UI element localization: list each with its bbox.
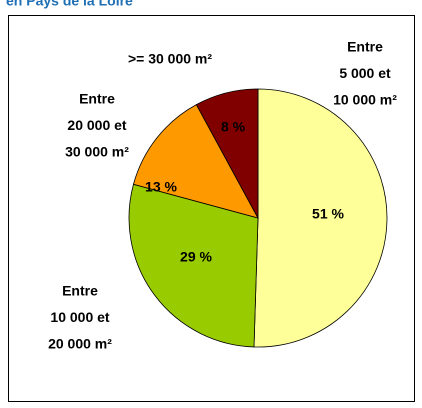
category-label: Entre bbox=[79, 91, 115, 107]
category-label: 20 000 m² bbox=[48, 336, 112, 352]
category-label: Entre bbox=[62, 283, 98, 299]
chart-title: en Pays de la Loire bbox=[6, 0, 133, 9]
value-label: 13 % bbox=[145, 179, 177, 195]
category-label: 5 000 et bbox=[339, 65, 391, 81]
category-label: >= 30 000 m² bbox=[128, 51, 212, 67]
value-label: 51 % bbox=[312, 206, 344, 222]
pie-slice bbox=[132, 104, 259, 219]
category-label: Entre bbox=[347, 39, 383, 55]
category-label: 10 000 m² bbox=[333, 92, 397, 108]
value-label: 29 % bbox=[180, 249, 212, 265]
category-label: 10 000 et bbox=[50, 309, 109, 325]
pie-slice bbox=[253, 88, 388, 348]
pie-slice bbox=[195, 88, 259, 219]
category-label: 30 000 m² bbox=[65, 144, 129, 160]
value-label: 8 % bbox=[221, 119, 246, 135]
pie-slice bbox=[128, 183, 259, 348]
category-label: 20 000 et bbox=[67, 117, 126, 133]
